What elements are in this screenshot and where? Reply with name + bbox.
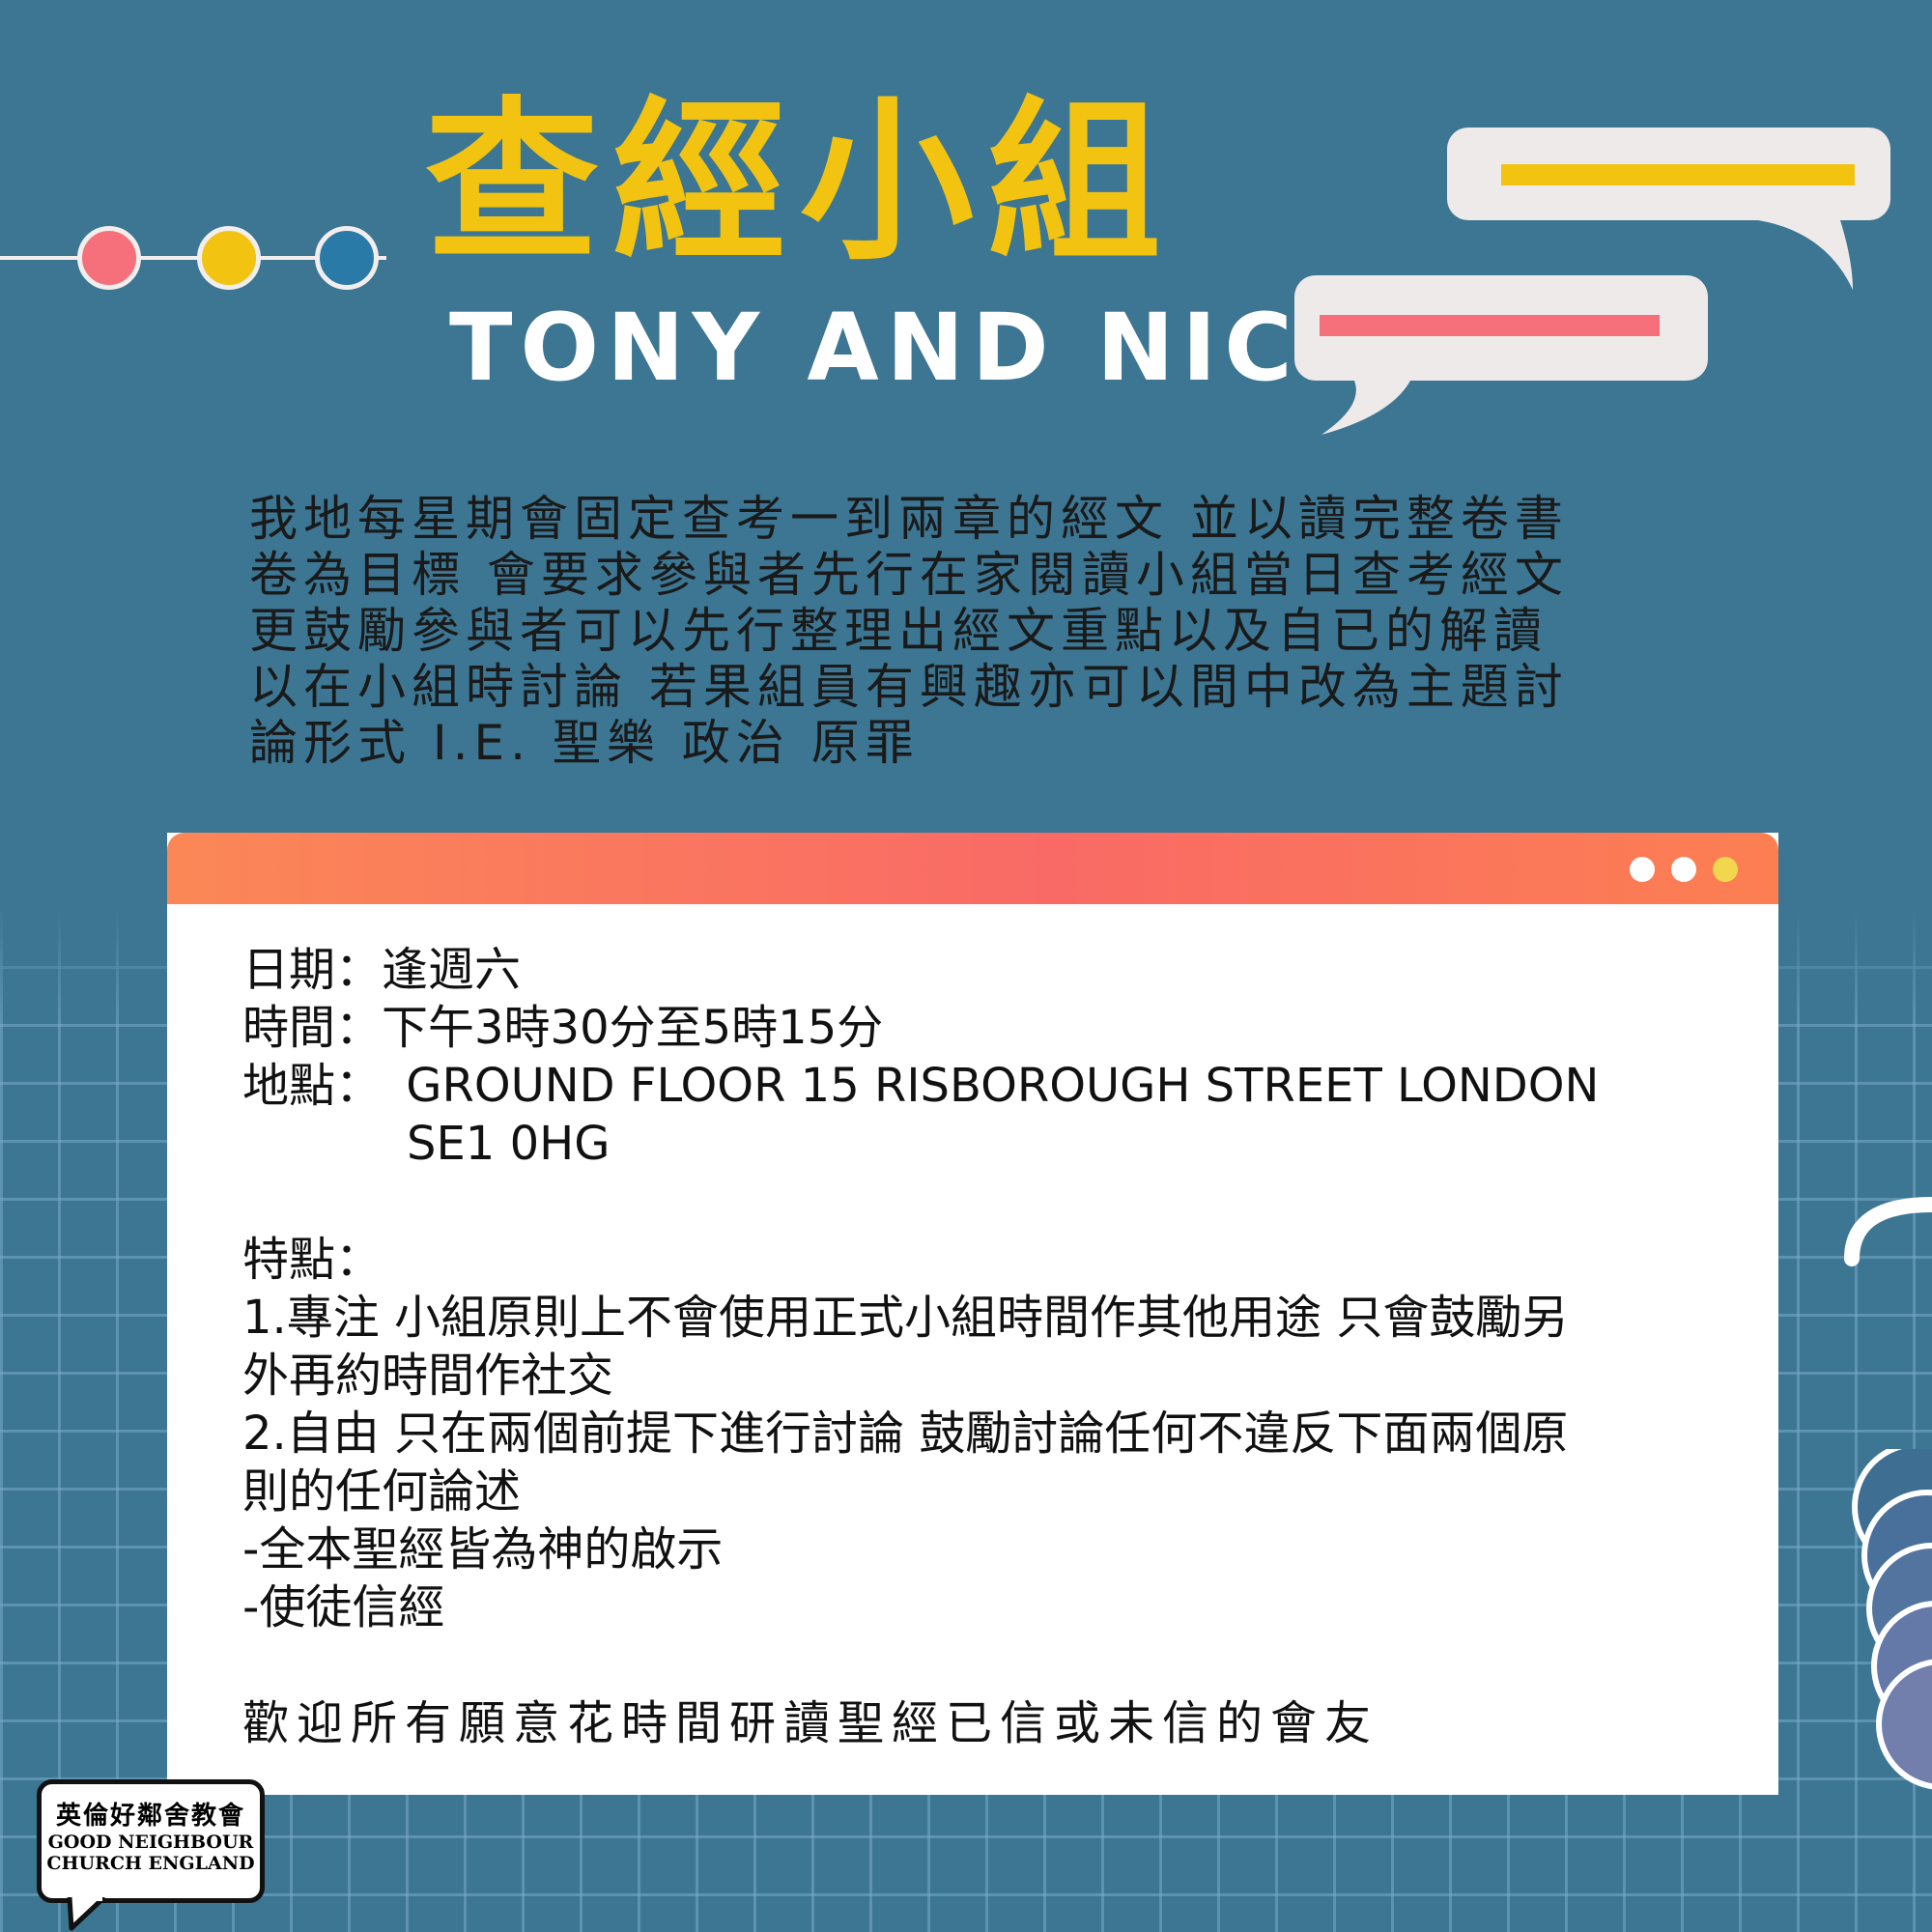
location-address: GROUND FLOOR 15 RISBOROUGH STREET LONDON	[406, 1059, 1600, 1113]
window-dot-icon	[1671, 857, 1696, 882]
feature-line: 2.自由 只在兩個前提下進行討論 鼓勵討論任何不違反下面兩個原	[242, 1406, 1569, 1461]
window-dot-icon	[1630, 857, 1655, 882]
features-label: 特點：	[242, 1233, 383, 1287]
arc-decoration-icon	[1844, 1197, 1932, 1266]
dots-line	[0, 256, 386, 260]
spacer	[242, 1173, 1749, 1231]
blue-dot	[315, 226, 379, 290]
details: 日期：逢週六 時間：下午3時30分至5時15分 地點： GROUND FLOOR…	[242, 941, 1749, 1752]
logo-english-line1: GOOD NEIGHBOUR	[47, 1832, 254, 1853]
location-label: 地點：	[242, 1059, 383, 1113]
feature-line: 則的任何論述	[242, 1464, 522, 1519]
logo-english-line2: CHURCH ENGLAND	[46, 1853, 255, 1874]
info-window: 日期：逢週六 時間：下午3時30分至5時15分 地點： GROUND FLOOR…	[167, 833, 1778, 1795]
description: 我地每星期會固定查考一到兩章的經文 並以讀完整卷書 卷為目標 會要求參與者先行在…	[249, 491, 1718, 771]
window-title-bar	[167, 833, 1778, 904]
feature-line: 外再約時間作社交	[242, 1349, 614, 1403]
logo-chinese: 英倫好鄰舍教會	[55, 1802, 245, 1831]
page-title: 查經小組	[425, 82, 1176, 284]
description-line: 我地每星期會固定查考一到兩章的經文 並以讀完整卷書	[249, 491, 1569, 547]
principle-line: -使徒信經	[242, 1580, 445, 1634]
time-text: 時間：下午3時30分至5時15分	[242, 1001, 884, 1055]
location-address-line2: SE1 0HG	[407, 1117, 611, 1171]
church-logo: 英倫好鄰舍教會 GOOD NEIGHBOUR CHURCH ENGLAND	[37, 1779, 265, 1903]
date-text: 日期：逢週六	[242, 943, 522, 997]
description-line: 論形式 I.E. 聖樂 政治 原罪	[249, 715, 920, 771]
logo-bubble-tail-icon	[67, 1897, 106, 1931]
description-line: 更鼓勵參與者可以先行整理出經文重點以及自已的解讀	[249, 603, 1548, 659]
spacer	[242, 1636, 1749, 1694]
closing-text: 歡迎所有願意花時間研讀聖經已信或未信的會友	[242, 1696, 1379, 1750]
pink-dot	[77, 226, 141, 290]
location-row: 地點： GROUND FLOOR 15 RISBOROUGH STREET LO…	[242, 1057, 1749, 1115]
yellow-dot	[197, 226, 261, 290]
feature-line: 1.專注 小組原則上不會使用正式小組時間作其他用途 只會鼓勵另	[242, 1291, 1569, 1345]
description-line: 卷為目標 會要求參與者先行在家閱讀小組當日查考經文	[249, 547, 1569, 603]
spiral-decoration-icon	[1852, 1449, 1932, 1790]
principle-line: -全本聖經皆為神的啟示	[242, 1522, 724, 1577]
speech-bubbles-icon	[1294, 128, 1890, 435]
window-dot-icon	[1713, 857, 1738, 882]
description-line: 以在小組時討論 若果組員有興趣亦可以間中改為主題討	[249, 659, 1569, 715]
page-subtitle: TONY AND NICK	[449, 294, 1380, 402]
